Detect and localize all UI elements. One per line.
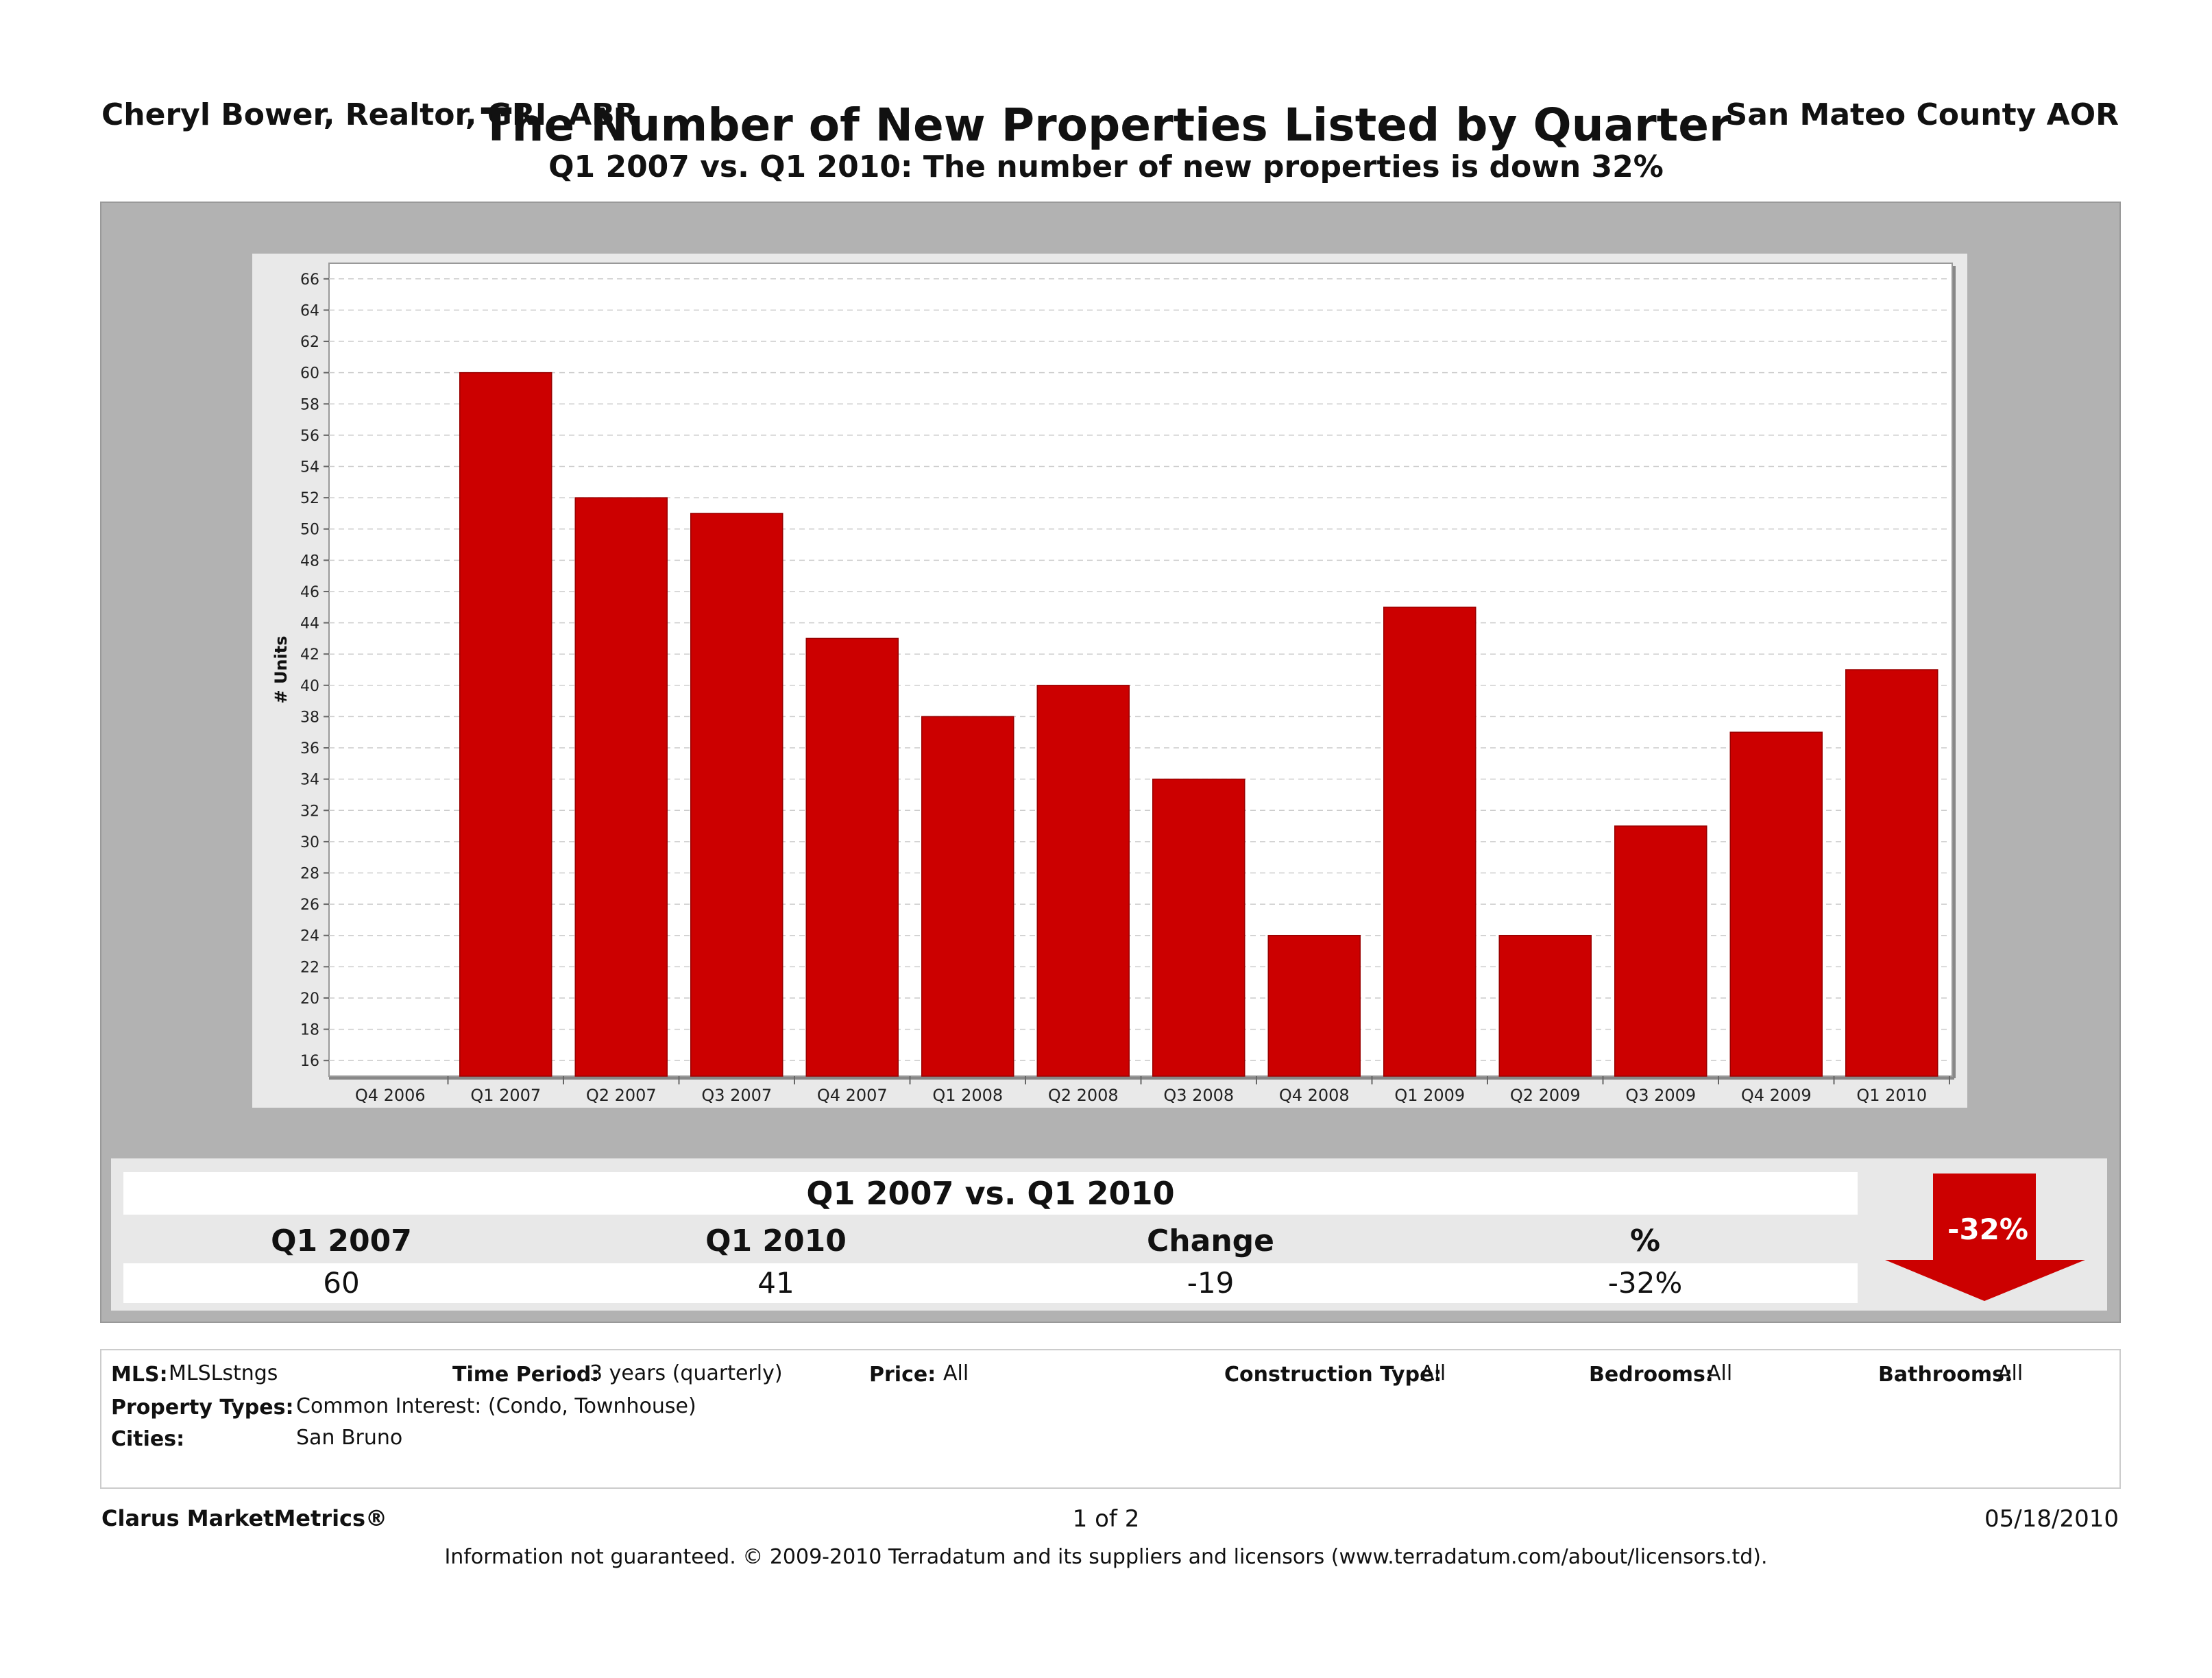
y-tick-label: 24	[300, 928, 319, 945]
y-tick-label: 26	[300, 897, 319, 914]
y-tick-label: 40	[300, 678, 319, 695]
x-tick-label: Q4 2008	[1279, 1086, 1350, 1105]
summary-title-row	[123, 1172, 1858, 1215]
x-tick-label: Q3 2008	[1163, 1086, 1234, 1105]
price-label: Price:	[869, 1363, 936, 1387]
y-tick-label: 22	[300, 959, 319, 976]
x-tick-label: Q4 2007	[817, 1086, 888, 1105]
plot-area	[328, 263, 1953, 1077]
x-tick-label: Q2 2008	[1048, 1086, 1119, 1105]
summary-title: Q1 2007 vs. Q1 2010	[806, 1175, 1175, 1212]
bar-q2-2009	[1498, 934, 1592, 1077]
x-tick-label: Q1 2009	[1394, 1086, 1465, 1105]
y-tick-label: 42	[300, 646, 319, 664]
bar-q4-2007	[805, 637, 899, 1077]
y-tick-label: 66	[300, 271, 319, 289]
y-tick-label: 44	[300, 616, 319, 633]
y-tick-label: 62	[300, 334, 319, 351]
y-tick-label: 58	[300, 396, 319, 413]
bar-q1-2008	[921, 716, 1014, 1077]
time-period-label: Time Period:	[452, 1363, 600, 1387]
chart-title: The Number of New Properties Listed by Q…	[481, 99, 1731, 151]
property-types-value: Common Interest: (Condo, Townhouse)	[296, 1394, 696, 1418]
y-tick-label: 30	[300, 834, 319, 851]
mls-value: MLSLstngs	[169, 1361, 278, 1385]
y-tick-label: 38	[300, 709, 319, 726]
y-tick-label: 50	[300, 522, 319, 539]
y-tick-label: 46	[300, 584, 319, 601]
y-tick-label: 52	[300, 490, 319, 507]
y-tick-label: 16	[300, 1053, 319, 1070]
bathrooms-label: Bathrooms:	[1878, 1363, 2013, 1387]
property-types-label: Property Types:	[111, 1396, 294, 1420]
bar-q1-2007	[459, 372, 552, 1077]
bar-q3-2008	[1152, 778, 1245, 1077]
y-tick-label: 20	[300, 990, 319, 1008]
y-tick-label: 32	[300, 803, 319, 820]
bedrooms-value: All	[1707, 1361, 1733, 1385]
x-tick-label: Q2 2007	[586, 1086, 657, 1105]
y-tick-label: 54	[300, 459, 319, 476]
bar-q2-2007	[574, 497, 668, 1077]
page-number: 1 of 2	[1072, 1505, 1140, 1533]
chart-subtitle: Q1 2007 vs. Q1 2010: The number of new p…	[548, 149, 1664, 184]
x-tick-label: Q3 2007	[701, 1086, 772, 1105]
x-tick-label: Q1 2008	[932, 1086, 1003, 1105]
summary-header-q1-2007: Q1 2007	[271, 1224, 412, 1258]
cities-value: San Bruno	[296, 1426, 403, 1450]
author-name: Cheryl Bower, Realtor, GRI, ABR	[101, 97, 638, 132]
x-tick-label: Q4 2009	[1741, 1086, 1812, 1105]
y-tick-label: 18	[300, 1022, 319, 1039]
bar-q3-2009	[1614, 825, 1707, 1077]
bar-q1-2010	[1845, 669, 1938, 1077]
x-tick-label: Q3 2009	[1625, 1086, 1696, 1105]
x-tick-label: Q1 2010	[1856, 1086, 1927, 1105]
bedrooms-label: Bedrooms:	[1589, 1363, 1714, 1387]
bar-q4-2009	[1729, 731, 1823, 1077]
brand-name: Clarus MarketMetrics®	[101, 1505, 388, 1531]
x-tick-label: Q2 2009	[1510, 1086, 1581, 1105]
summary-value-change: -19	[1187, 1266, 1235, 1300]
report-date: 05/18/2010	[1984, 1505, 2119, 1533]
construction-type-label: Construction Type:	[1224, 1363, 1442, 1387]
down-arrow-icon: -32%	[1885, 1174, 2085, 1301]
y-tick-label: 64	[300, 302, 319, 319]
bathrooms-value: All	[1997, 1361, 2023, 1385]
bar-chart: 16 18 20 22 24 26 28 30 32 34 36 38 40 42 44 46 48 50 52 54…	[271, 263, 1956, 1105]
summary-value-q1-2010: 41	[757, 1266, 794, 1300]
cities-label: Cities:	[111, 1427, 185, 1451]
percent-badge: -32%	[1947, 1213, 2028, 1246]
summary-header-percent: %	[1629, 1224, 1661, 1258]
x-tick-label: Q4 2006	[355, 1086, 426, 1105]
x-tick-label: Q1 2007	[470, 1086, 541, 1105]
summary-header-q1-2010: Q1 2010	[705, 1224, 847, 1258]
agency-name: San Mateo County AOR	[1725, 97, 2119, 132]
time-period-value: 3 years (quarterly)	[590, 1361, 783, 1385]
bar-q3-2007	[690, 513, 783, 1077]
y-tick-label: 36	[300, 740, 319, 757]
y-tick-label: 28	[300, 866, 319, 883]
summary-header-change: Change	[1147, 1224, 1274, 1258]
summary-value-percent: -32%	[1607, 1266, 1683, 1300]
summary-value-q1-2007: 60	[323, 1266, 360, 1300]
bar-q4-2008	[1267, 934, 1361, 1077]
criteria-box	[100, 1349, 2121, 1489]
bar-q2-2008	[1036, 685, 1130, 1077]
price-value: All	[943, 1361, 969, 1385]
y-tick-label: 56	[300, 428, 319, 445]
y-tick-label: 60	[300, 365, 319, 382]
mls-label: MLS:	[111, 1363, 168, 1387]
y-axis-label: # Units	[271, 635, 291, 703]
summary-values-row	[123, 1263, 1858, 1303]
bar-q1-2009	[1383, 607, 1476, 1077]
y-tick-label: 48	[300, 552, 319, 570]
y-tick-label: 34	[300, 772, 319, 789]
construction-type-value: All	[1420, 1361, 1446, 1385]
disclaimer: Information not guaranteed. © 2009-2010 …	[444, 1545, 1768, 1569]
